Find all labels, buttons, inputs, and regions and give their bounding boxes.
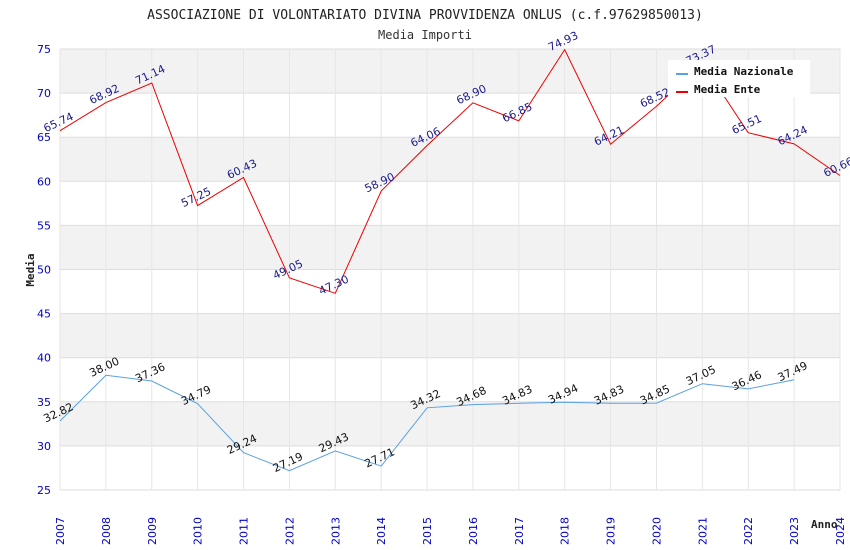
x-tick-label: 2021 [696, 517, 709, 545]
x-tick-label: 2013 [329, 517, 342, 545]
legend-box [668, 60, 810, 97]
x-tick-label: 2023 [788, 517, 801, 545]
legend-label-ente: Media Ente [694, 83, 761, 96]
grid-band [60, 225, 840, 270]
y-tick-label: 75 [37, 43, 51, 56]
x-tick-label: 2018 [559, 517, 572, 545]
x-tick-label: 2022 [742, 517, 755, 545]
x-tick-label: 2007 [54, 517, 67, 545]
x-tick-label: 2016 [467, 517, 480, 545]
x-tick-label: 2010 [192, 517, 205, 545]
legend-label-nazionale: Media Nazionale [694, 65, 794, 78]
x-tick-label: 2009 [146, 517, 159, 545]
y-tick-label: 40 [37, 352, 51, 365]
x-axis-label: Anno [811, 518, 838, 531]
x-tick-label: 2017 [513, 517, 526, 545]
grid-bands [59, 48, 841, 491]
y-axis-ticks: 25 30 35 40 45 50 55 60 65 70 75 [37, 43, 51, 497]
y-axis-label: Media [24, 253, 37, 286]
legend: Media Nazionale Media Ente [668, 60, 810, 97]
grid-band [60, 313, 840, 358]
x-tick-label: 2019 [605, 517, 618, 545]
x-tick-label: 2020 [650, 517, 663, 545]
x-axis-ticks: 2007 2008 2009 2010 2011 2012 2013 2014 2015 2016… [54, 517, 847, 545]
x-tick-label: 2015 [421, 517, 434, 545]
x-tick-label: 2012 [283, 517, 296, 545]
y-tick-label: 65 [37, 131, 51, 144]
y-tick-label: 50 [37, 264, 51, 277]
y-tick-label: 55 [37, 219, 51, 232]
x-tick-label: 2024 [834, 517, 847, 545]
x-tick-label: 2014 [375, 517, 388, 545]
x-tick-label: 2008 [100, 517, 113, 545]
grid-band [60, 401, 840, 446]
chart-subtitle: Media Importi [378, 28, 472, 42]
y-tick-label: 70 [37, 87, 51, 100]
y-tick-label: 45 [37, 308, 51, 321]
y-tick-label: 25 [37, 484, 51, 497]
series-line-nazionale [59, 374, 795, 472]
x-tick-label: 2011 [238, 517, 251, 545]
y-tick-label: 60 [37, 175, 51, 188]
y-tick-label: 35 [37, 396, 51, 409]
chart-title: ASSOCIAZIONE DI VOLONTARIATO DIVINA PROV… [147, 8, 703, 23]
y-tick-label: 30 [37, 440, 51, 453]
grid-band [60, 137, 840, 182]
